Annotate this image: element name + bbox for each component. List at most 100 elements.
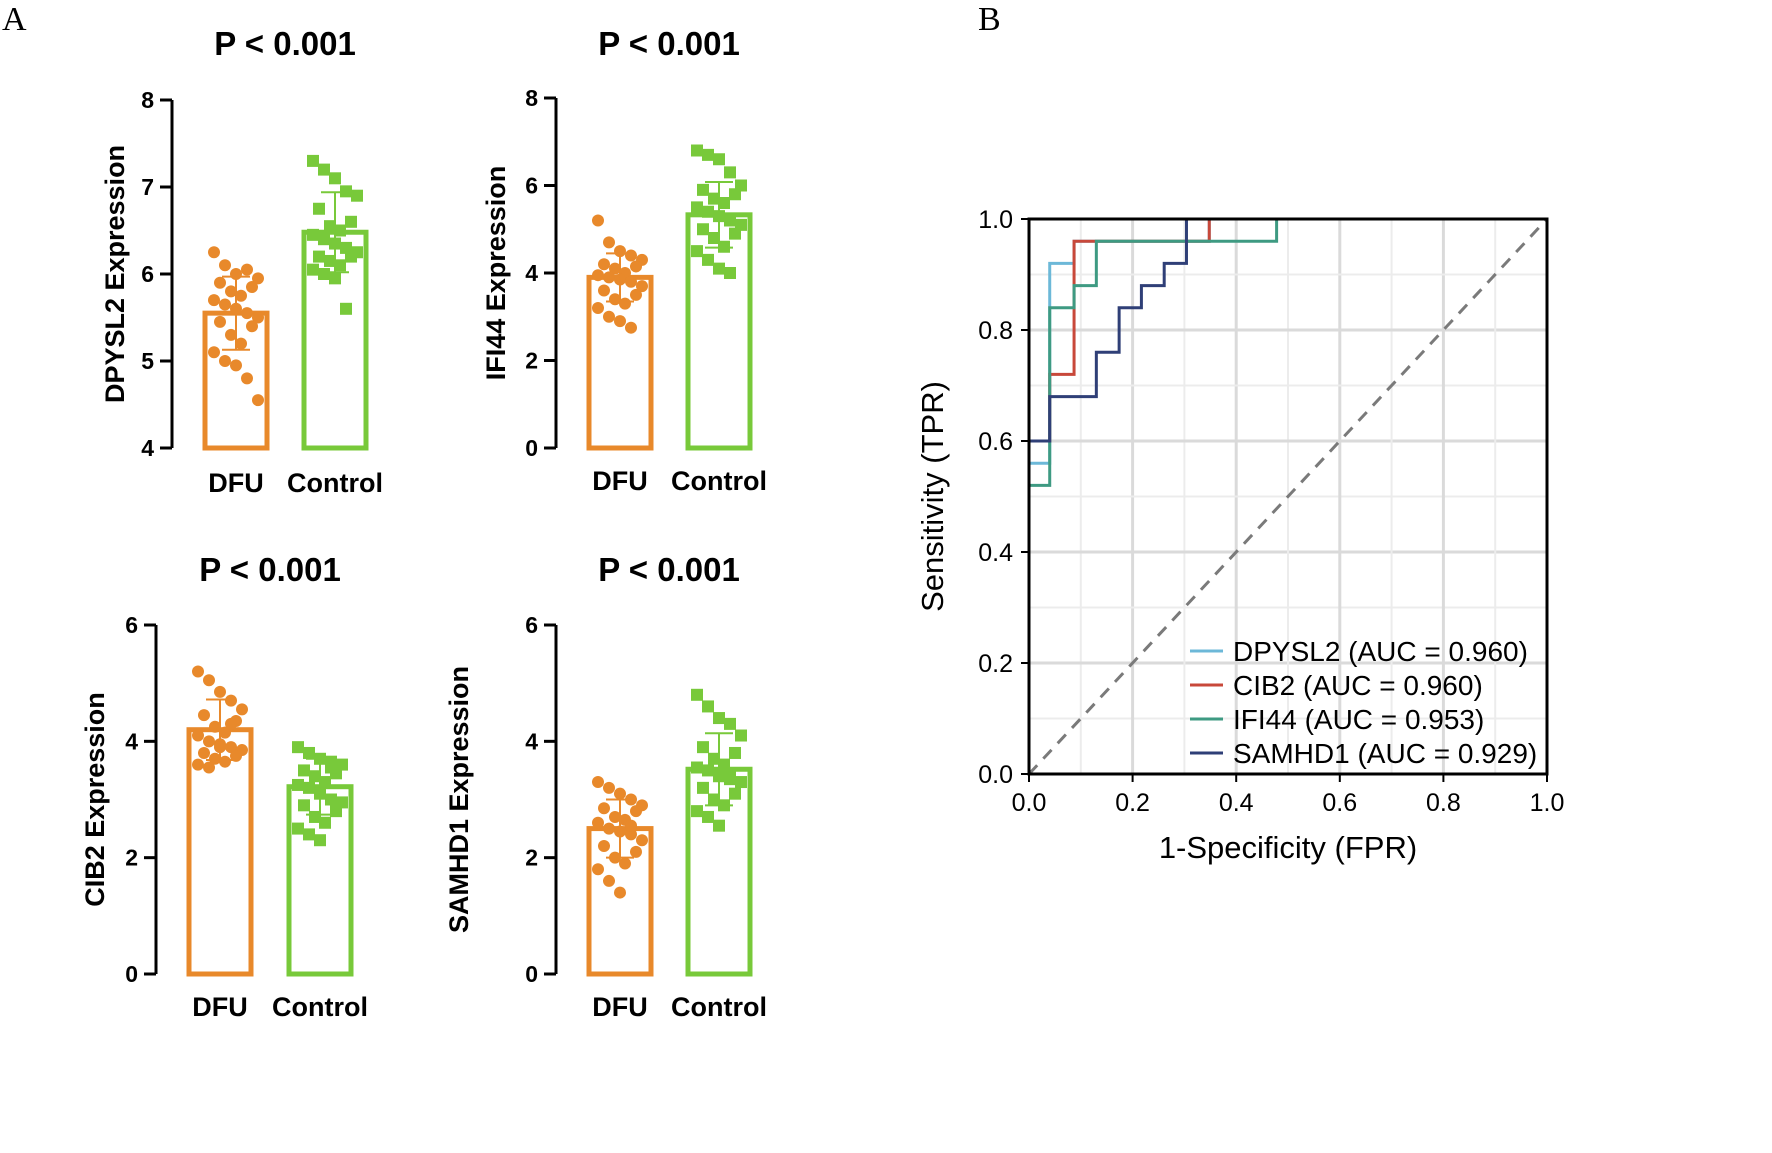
data-point-dfu (603, 874, 615, 887)
p-value-title: P < 0.001 (214, 25, 356, 62)
data-point-dfu (219, 298, 231, 311)
data-point-dfu (198, 709, 210, 722)
data-point-dfu (252, 272, 264, 285)
data-point-control (307, 154, 319, 167)
data-point-dfu (614, 315, 626, 328)
data-point-dfu (625, 828, 637, 841)
data-point-control (318, 268, 330, 280)
data-point-control (697, 223, 709, 236)
data-point-control (314, 752, 326, 765)
data-point-dfu (208, 346, 220, 359)
y-tick-label: 7 (141, 174, 154, 200)
data-point-control (303, 828, 315, 841)
data-point-control (298, 799, 310, 812)
data-point-dfu (625, 793, 637, 806)
y-tick-label: 0.6 (978, 428, 1013, 456)
data-point-dfu (598, 802, 610, 815)
data-point-dfu (246, 281, 258, 294)
data-point-dfu (609, 262, 621, 275)
category-label: DFU (592, 992, 648, 1022)
y-tick-label: 8 (525, 85, 538, 111)
data-point-control (729, 787, 741, 800)
data-point-control (702, 253, 714, 266)
y-tick-label: 6 (525, 612, 538, 638)
data-point-control (697, 741, 709, 754)
data-point-dfu (246, 320, 258, 333)
data-point-control (729, 746, 741, 759)
data-point-control (713, 819, 725, 832)
x-tick-label: 0.2 (1115, 789, 1150, 817)
data-point-dfu (214, 741, 226, 754)
panel-label-a: A (2, 1, 27, 38)
legend-label: IFI44 (AUC = 0.953) (1233, 704, 1484, 735)
data-point-control (724, 767, 736, 780)
bar-chart-dpysl2: P < 0.001 DPYSL2 Expression 4 5 6 7 8 DFU Contro… (100, 25, 383, 498)
data-point-dfu (630, 805, 642, 818)
y-tick-label: 6 (141, 261, 154, 287)
p-value-title: P < 0.001 (199, 551, 341, 588)
y-tick-label: 0.4 (978, 539, 1013, 567)
data-point-control (702, 764, 714, 777)
y-tick-label: 2 (525, 845, 538, 871)
data-point-control (697, 183, 709, 196)
panel-label-b: B (978, 1, 1001, 38)
roc-chart: 0.00.0 0.2 0.2 0.4 0.4 0.6 0.6 0.8 0.8 1.0 1.0 1-Sp… (915, 206, 1564, 865)
data-point-control (319, 776, 331, 789)
data-point-dfu (636, 834, 648, 847)
y-tick-label: 0 (525, 435, 538, 461)
data-point-dfu (219, 259, 231, 272)
data-point-dfu (252, 394, 264, 407)
data-point-control (735, 729, 747, 742)
y-tick-label: 0.8 (978, 317, 1013, 345)
category-label: Control (272, 992, 368, 1022)
data-point-control (713, 770, 725, 783)
y-axis-label: SAMHD1 Expression (444, 666, 474, 933)
data-point-dfu (614, 273, 626, 286)
data-point-control (691, 144, 703, 157)
data-point-dfu (619, 857, 631, 870)
data-point-control (329, 172, 341, 185)
data-point-control (708, 793, 720, 806)
data-point-dfu (592, 776, 604, 789)
roc-curve-samhd1 (1027, 217, 1547, 774)
data-point-control (324, 220, 336, 233)
data-point-dfu (241, 263, 253, 276)
data-point-control (702, 148, 714, 161)
data-point-control (319, 816, 331, 829)
data-point-dfu (235, 289, 247, 302)
data-point-control (309, 810, 321, 823)
data-point-dfu (603, 781, 615, 794)
y-axis-label: CIB2 Expression (80, 692, 110, 907)
data-point-control (702, 810, 714, 823)
data-point-control (724, 267, 736, 279)
data-point-control (345, 215, 357, 228)
data-point-dfu (592, 269, 604, 282)
data-point-control (329, 237, 341, 250)
data-point-control (325, 761, 337, 774)
y-tick-label: 5 (141, 348, 154, 374)
data-point-dfu (203, 674, 215, 687)
x-tick-label: 0.0 (1012, 789, 1047, 817)
data-point-control (292, 778, 304, 791)
data-point-control (340, 185, 352, 198)
data-point-dfu (625, 321, 637, 334)
data-point-dfu (592, 214, 604, 227)
data-point-dfu (598, 840, 610, 853)
data-point-control (307, 228, 319, 241)
data-point-dfu (230, 302, 242, 315)
data-point-control (713, 712, 725, 725)
category-label: DFU (192, 992, 248, 1022)
data-point-control (345, 250, 357, 263)
data-point-dfu (236, 703, 248, 716)
data-point-control (708, 752, 720, 765)
reference-diagonal (1027, 217, 1549, 776)
legend-label: DPYSL2 (AUC = 0.960) (1233, 636, 1528, 667)
data-point-dfu (192, 729, 204, 742)
data-point-dfu (225, 328, 237, 341)
data-point-control (713, 210, 725, 223)
data-point-dfu (598, 284, 610, 297)
data-point-control (292, 822, 304, 835)
y-tick-label: 6 (525, 173, 538, 199)
data-point-dfu (209, 752, 221, 765)
y-tick-label: 2 (125, 845, 138, 871)
